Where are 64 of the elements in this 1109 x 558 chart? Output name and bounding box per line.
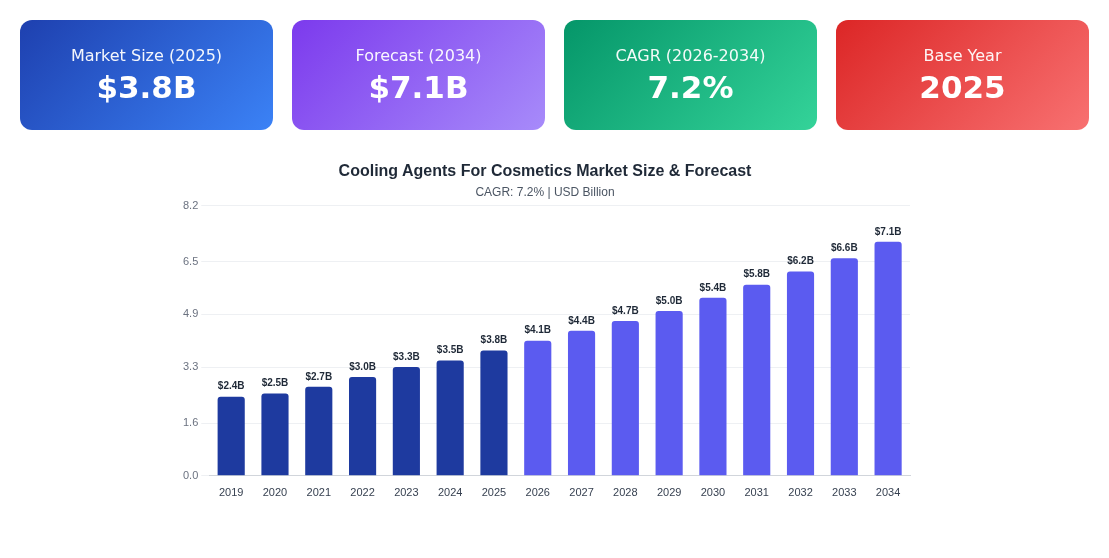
bar <box>305 386 333 476</box>
text: $3.8B <box>95 69 198 105</box>
x-tick-label: 2034 <box>875 486 901 499</box>
data-label: $7.1B <box>874 225 902 237</box>
x-tick-label: 2031 <box>744 486 769 499</box>
y-tick-label: 1.6 <box>182 416 199 429</box>
bar <box>611 320 639 476</box>
data-label: $6.6B <box>830 242 858 254</box>
data-label: $2.4B <box>217 380 245 392</box>
text: CAGR (2026-2034) <box>614 46 767 65</box>
text: Market Size (2025) <box>69 46 224 65</box>
y-tick-label: 8.2 <box>182 198 199 211</box>
data-label: $4.1B <box>524 324 552 336</box>
bar <box>480 350 508 476</box>
data-label: $6.2B <box>787 255 814 267</box>
data-label: $3.8B <box>480 334 508 346</box>
x-tick-label: 2021 <box>306 486 332 499</box>
x-tick-label: 2029 <box>656 486 682 499</box>
bar <box>830 258 858 476</box>
y-tick-label: 3.3 <box>182 360 199 373</box>
data-label: $4.4B <box>568 314 595 326</box>
text: Forecast (2034) <box>354 46 483 65</box>
bar <box>261 393 289 476</box>
x-tick-label: 2025 <box>481 486 507 499</box>
x-tick-label: 2033 <box>832 486 857 499</box>
x-tick-label: 2032 <box>788 486 813 499</box>
bar <box>436 360 464 476</box>
data-label: $5.8B <box>743 268 771 280</box>
text: $7.1B <box>367 69 470 105</box>
bar <box>349 376 377 476</box>
data-label: $5.4B <box>699 281 727 293</box>
bar <box>217 396 245 476</box>
data-label: $2.5B <box>261 377 289 389</box>
bar <box>567 330 596 476</box>
bar <box>699 297 727 476</box>
bar <box>743 284 771 476</box>
bar <box>874 241 902 476</box>
chart-title: Cooling Agents For Cosmetics Market Size & Forecast <box>338 162 753 180</box>
x-tick-label: 2019 <box>218 486 244 499</box>
x-tick-label: 2023 <box>394 486 419 499</box>
x-tick-label: 2027 <box>569 486 594 499</box>
data-label: $3.5B <box>436 344 464 356</box>
bar <box>786 271 815 476</box>
data-label: $3.0B <box>349 360 376 372</box>
x-tick-label: 2026 <box>525 486 550 499</box>
x-tick-label: 2028 <box>613 486 638 499</box>
x-tick-label: 2020 <box>262 486 288 499</box>
chart-subtitle: CAGR: 7.2% | USD Billion <box>475 184 615 199</box>
y-tick-label: 0.0 <box>182 468 199 481</box>
data-label: $3.3B <box>393 350 420 362</box>
x-tick-label: 2030 <box>700 486 726 499</box>
data-label: $2.7B <box>305 370 333 382</box>
text: Base Year <box>922 46 1003 65</box>
bar <box>392 367 420 476</box>
data-label: $4.7B <box>611 304 639 316</box>
bar <box>524 340 552 476</box>
x-tick-label: 2024 <box>437 486 463 499</box>
y-tick-label: 4.9 <box>182 307 199 320</box>
y-tick-label: 6.5 <box>182 254 199 267</box>
x-tick-label: 2022 <box>350 486 375 499</box>
data-label: $5.0B <box>655 294 683 306</box>
bar <box>655 311 683 476</box>
text: 2025 <box>918 69 1007 105</box>
text: 7.2% <box>646 69 735 105</box>
